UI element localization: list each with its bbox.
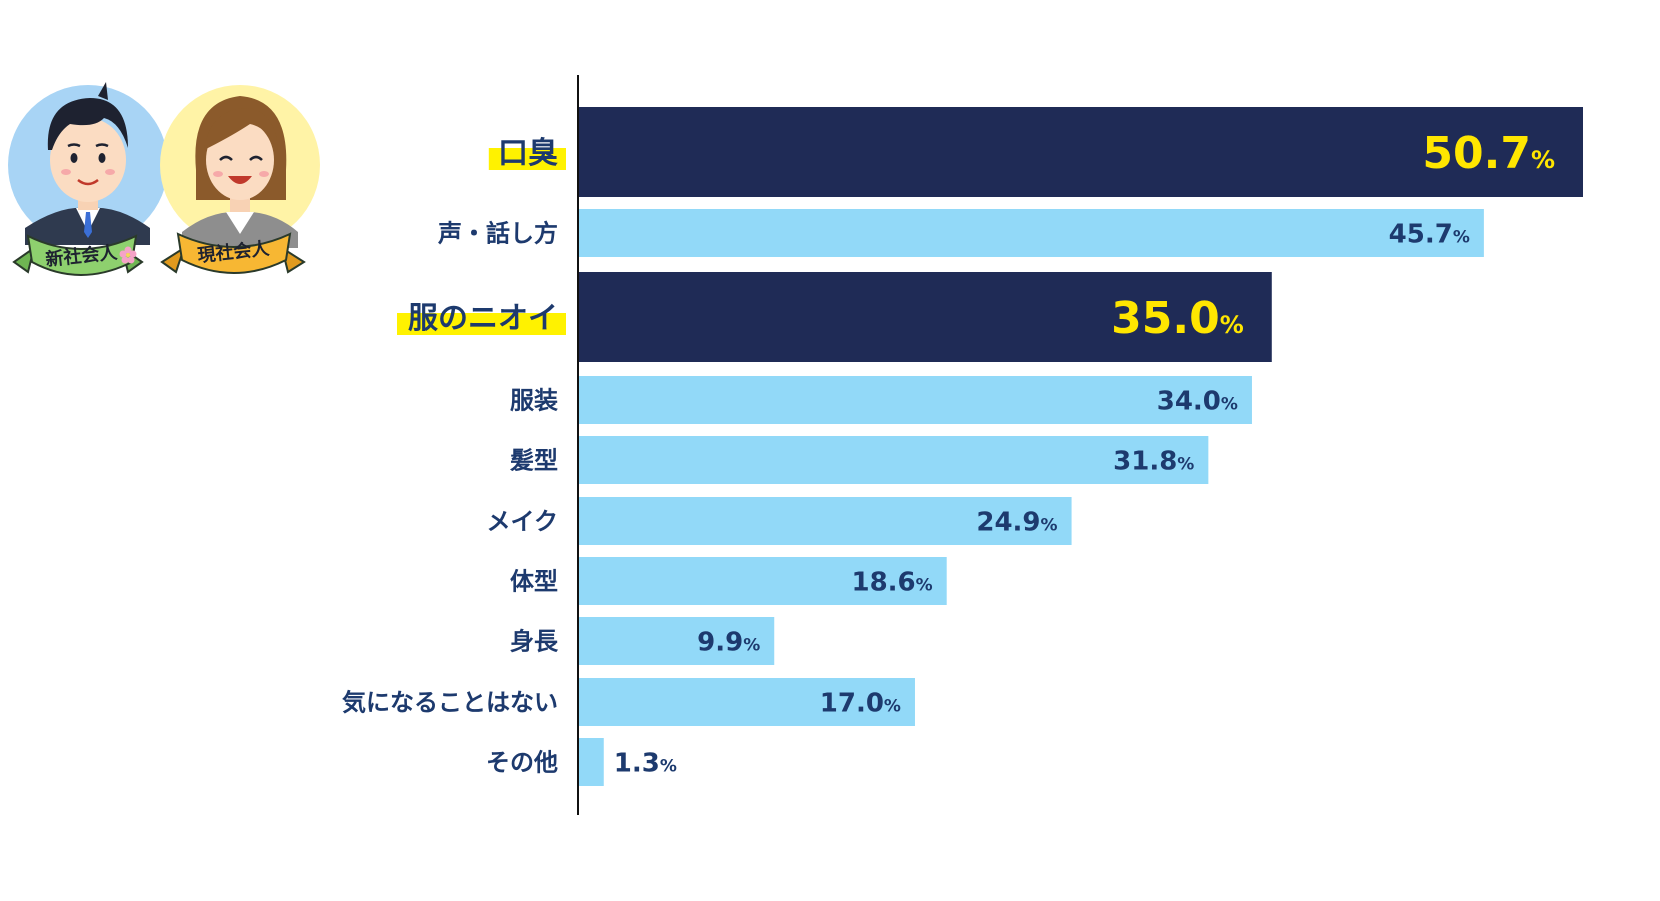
bar-8 [578, 678, 915, 726]
category-label-6: 体型 [510, 568, 558, 596]
category-label-5: メイク [486, 508, 558, 536]
bar-3 [578, 376, 1252, 424]
bar-0 [578, 107, 1583, 197]
value-label-2: 35.0% [1111, 293, 1244, 344]
new-employee-avatar [8, 82, 168, 245]
value-label-0: 50.7% [1422, 128, 1555, 179]
bar-5 [578, 497, 1072, 545]
value-label-7: 9.9% [697, 627, 760, 657]
value-label-4: 31.8% [1113, 446, 1194, 476]
value-label-6: 18.6% [851, 567, 932, 597]
category-label-8: 気になることはない [342, 689, 558, 717]
value-label-8: 17.0% [820, 688, 901, 718]
category-label-9: その他 [486, 749, 558, 777]
bar-1 [578, 209, 1484, 257]
plot-area: 口臭 50.7% 声・話し方 45.7% 服のニオイ 35.0% 服装 34.0% 髪型 31.8… [342, 107, 1583, 786]
label-highlight-marker-0 [488, 148, 566, 170]
bar-6 [578, 557, 947, 605]
category-label-3: 服装 [510, 387, 558, 415]
bar-7 [578, 617, 775, 665]
category-label-1: 声・話し方 [437, 220, 558, 248]
sakura-flower-icon [119, 246, 137, 264]
value-label-3: 34.0% [1157, 386, 1238, 416]
value-label-5: 24.9% [976, 507, 1057, 537]
category-label-4: 髪型 [509, 447, 558, 475]
label-highlight-marker-2 [397, 313, 566, 335]
bar-9 [578, 738, 604, 786]
characters-illustration: 新社会人 現社会人 [8, 82, 320, 276]
value-label-9: 1.3% [614, 748, 677, 778]
category-label-7: 身長 [510, 628, 559, 656]
current-employee-ribbon [160, 232, 306, 274]
category-label-0: 口臭 [498, 136, 558, 171]
value-label-1: 45.7% [1389, 219, 1470, 249]
bar-2 [578, 272, 1272, 362]
category-label-2: 服のニオイ [408, 301, 558, 336]
bar-4 [578, 436, 1209, 484]
current-employee-avatar [160, 85, 320, 248]
